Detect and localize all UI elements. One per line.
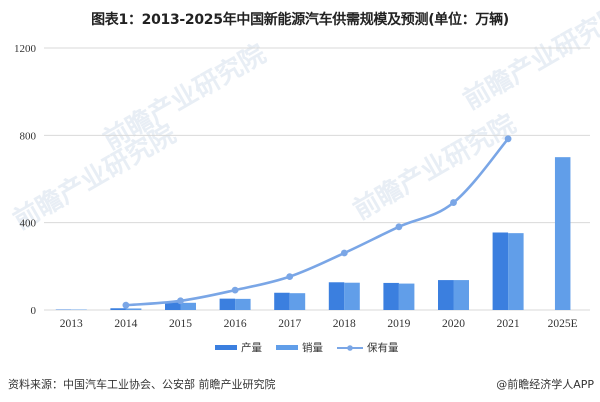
bar-production — [438, 280, 454, 310]
bar-production — [383, 282, 399, 310]
bar-sales — [180, 302, 196, 310]
x-tick-label: 2020 — [442, 318, 465, 330]
x-tick-label: 2025E — [548, 318, 578, 330]
y-axis: 0 400 800 1200 — [14, 43, 37, 317]
x-tick-label: 2021 — [497, 318, 520, 330]
legend-label-sales: 销量 — [302, 342, 323, 354]
line-series-ownership — [122, 135, 512, 309]
x-tick-label: 2019 — [387, 318, 410, 330]
x-tick-label: 2016 — [224, 318, 247, 330]
ownership-point — [286, 273, 294, 280]
bar-sales — [344, 282, 360, 310]
x-axis: 2013 2014 2015 2016 2017 2018 2019 2020 2021 2025… — [60, 318, 578, 330]
watermark-text: 前瞻产业研究院 — [98, 38, 271, 156]
ownership-point — [395, 223, 403, 231]
x-tick-label: 2017 — [278, 318, 301, 330]
x-tick-label: 2013 — [60, 318, 83, 330]
bar-production — [274, 292, 290, 310]
x-tick-label: 2015 — [169, 318, 192, 330]
legend-label-production: 产量 — [241, 342, 262, 354]
ownership-point — [504, 135, 512, 143]
bar-production — [328, 282, 345, 310]
y-tick-label: 1200 — [14, 43, 37, 55]
legend-item-production: 产量 — [215, 340, 262, 355]
bar-sales — [289, 293, 306, 310]
legend-item-ownership: 保有量 — [337, 340, 399, 355]
bar-production — [165, 302, 181, 310]
watermark-text: 前瞻产业研究院 — [458, 0, 600, 116]
bar-production — [492, 232, 509, 310]
legend-label-ownership: 保有量 — [367, 342, 399, 354]
bar-sales — [398, 283, 415, 310]
legend-line-marker-icon — [337, 344, 363, 351]
bar-sales — [554, 157, 571, 310]
ownership-point — [122, 301, 130, 309]
bar-sales — [453, 280, 469, 310]
legend-swatch-production — [215, 345, 237, 350]
y-tick-label: 400 — [20, 218, 37, 230]
ownership-point — [450, 199, 457, 206]
bar-sales — [235, 298, 251, 310]
bar-series — [55, 157, 571, 310]
chart-title: 图表1：2013-2025年中国新能源汽车供需规模及预测(单位：万辆) — [91, 12, 509, 28]
ownership-point — [177, 297, 184, 305]
x-tick-label: 2014 — [114, 318, 137, 330]
legend-item-sales: 销量 — [276, 340, 323, 355]
y-tick-label: 800 — [20, 130, 37, 142]
ownership-point — [340, 249, 348, 257]
source-note: 资料来源：中国汽车工业协会、公安部 前瞻产业研究院 — [8, 378, 276, 391]
y-tick-label: 0 — [31, 305, 37, 317]
ownership-point — [231, 286, 239, 294]
bar-production — [110, 308, 126, 310]
bar-sales — [508, 233, 524, 310]
x-tick-label: 2018 — [333, 318, 356, 330]
bar-sales — [125, 308, 142, 310]
legend-swatch-sales — [276, 345, 298, 350]
bar-production — [219, 298, 236, 310]
legend: 产量 销量 保有量 — [215, 340, 399, 355]
watermark-text: 前瞻产业研究院 — [348, 108, 521, 226]
credit-note: @前瞻经济学人APP — [496, 378, 594, 391]
